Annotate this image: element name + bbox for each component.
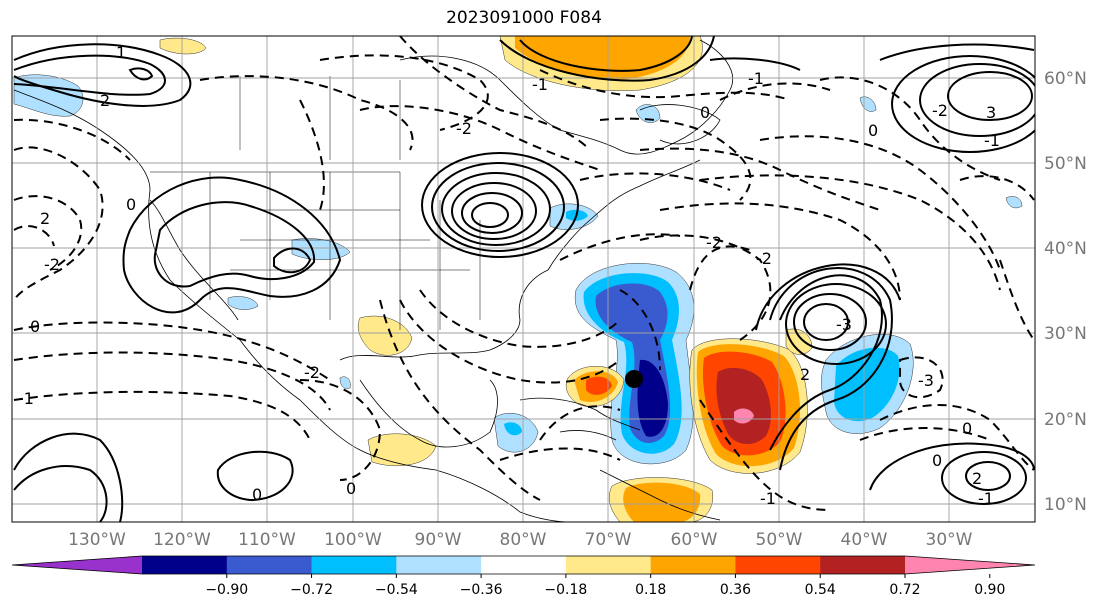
lat-label: 10°N: [1044, 495, 1087, 515]
contour-label: 2: [40, 209, 50, 228]
lon-label: 90°W: [415, 530, 462, 550]
colorbar-segment: [481, 556, 567, 574]
contour-label: 2: [972, 469, 982, 488]
coastlines: [13, 39, 733, 522]
shade-yellow: [159, 37, 207, 55]
colorbar-tick-label: −0.90: [205, 582, 248, 598]
lon-label: 100°W: [324, 530, 382, 550]
shade-blue: [504, 422, 522, 436]
shade-light-blue: [1005, 196, 1023, 209]
contour-label: -2: [706, 233, 722, 252]
lon-label: 50°W: [756, 530, 803, 550]
shade-pink: [734, 408, 754, 424]
lon-label: 70°W: [585, 530, 632, 550]
longitude-labels: 130°W 120°W 110°W 100°W 90°W 80°W 70°W 6…: [68, 530, 973, 550]
contour-label: -3: [836, 315, 852, 334]
colorbar-segment: [226, 556, 313, 574]
contour-label: -1: [984, 131, 1000, 150]
colorbar-segment: [820, 556, 906, 574]
contour-label: 0: [868, 121, 878, 140]
contour-label: -1: [532, 75, 548, 94]
contour-label: -2: [44, 255, 60, 274]
shade-dark-red: [716, 367, 771, 445]
lat-label: 50°N: [1044, 154, 1087, 174]
lon-label: 30°W: [926, 530, 973, 550]
colorbar-segment: [396, 556, 482, 574]
colorbar-tick-label: −0.18: [544, 582, 587, 598]
colorbar-segment: [650, 556, 736, 574]
contour-label: 3: [986, 103, 996, 122]
graticule: [12, 36, 1035, 522]
lat-label: 60°N: [1044, 69, 1087, 89]
contour-label: -3: [918, 371, 934, 390]
shade-light-blue: [227, 296, 259, 310]
colorbar: −0.90 −0.72 −0.54 −0.36 −0.18 0.18 0.36 0.54 0.7…: [11, 555, 1036, 598]
colorbar-tick-label: −0.36: [460, 582, 503, 598]
lon-label: 40°W: [841, 530, 888, 550]
shade-dark-blue: [637, 359, 668, 437]
contour-labels: 1 2 -1 -2 2 -2 0 0 -2 -1 0 2 -3 3 -1 0 -…: [18, 43, 1000, 508]
contour-label: 0: [30, 317, 40, 336]
contour-label: 2: [100, 91, 110, 110]
contour-label: -1: [18, 389, 34, 408]
lon-label: 130°W: [68, 530, 126, 550]
lon-label: 80°W: [500, 530, 547, 550]
contour-label: -1: [748, 69, 764, 88]
lat-label: 30°N: [1044, 324, 1087, 344]
colorbar-tick-label: 0.36: [720, 582, 751, 598]
lon-label: 120°W: [153, 530, 211, 550]
contour-label: 2: [800, 365, 810, 384]
shade-yellow: [785, 328, 813, 355]
colorbar-segment: [565, 556, 652, 574]
contour-label: 0: [932, 451, 942, 470]
contour-label: -2: [932, 101, 948, 120]
contour-label: 1: [116, 43, 126, 62]
shade-blue: [834, 347, 900, 422]
contour-label: -2: [304, 363, 320, 382]
lon-label: 110°W: [238, 530, 296, 550]
negative-contours: [13, 36, 1035, 511]
shade-red-orange: [586, 376, 612, 395]
contour-label: 0: [252, 485, 262, 504]
map-frame: [11, 35, 1036, 523]
colorbar-tick-label: −0.54: [375, 582, 418, 598]
contour-label: -1: [978, 489, 994, 508]
colorbar-tick-label: 0.72: [889, 582, 920, 598]
contour-label: 0: [126, 195, 136, 214]
contour-label: 0: [962, 419, 972, 438]
contour-label: 0: [346, 479, 356, 498]
colorbar-tick-label: 0.18: [635, 582, 666, 598]
contour-label: -2: [456, 119, 472, 138]
colorbar-segment: [735, 556, 821, 574]
latitude-labels: 60°N 50°N 40°N 30°N 20°N 10°N: [1044, 69, 1087, 515]
colorbar-segment: [311, 556, 397, 574]
positive-contours: [13, 36, 1035, 522]
colorbar-segment: [905, 556, 1035, 574]
storm-marker-icon: [625, 370, 643, 388]
lat-label: 20°N: [1044, 410, 1087, 430]
colorbar-outline: [11, 555, 1036, 575]
lat-label: 40°N: [1044, 239, 1087, 259]
shade-orange: [623, 482, 701, 522]
colorbar-tick-label: 0.90: [974, 582, 1005, 598]
colorbar-segment: [12, 556, 142, 574]
contour-label: -1: [760, 489, 776, 508]
shade-light-blue: [339, 376, 351, 389]
colorbar-segment: [142, 556, 228, 574]
colorbar-tick-label: 0.54: [805, 582, 836, 598]
map-title: 2023091000 F084: [446, 8, 602, 28]
contour-label: 0: [700, 103, 710, 122]
contour-label: -2: [756, 249, 772, 268]
lon-label: 60°W: [671, 530, 718, 550]
colorbar-tick-label: −0.72: [290, 582, 333, 598]
